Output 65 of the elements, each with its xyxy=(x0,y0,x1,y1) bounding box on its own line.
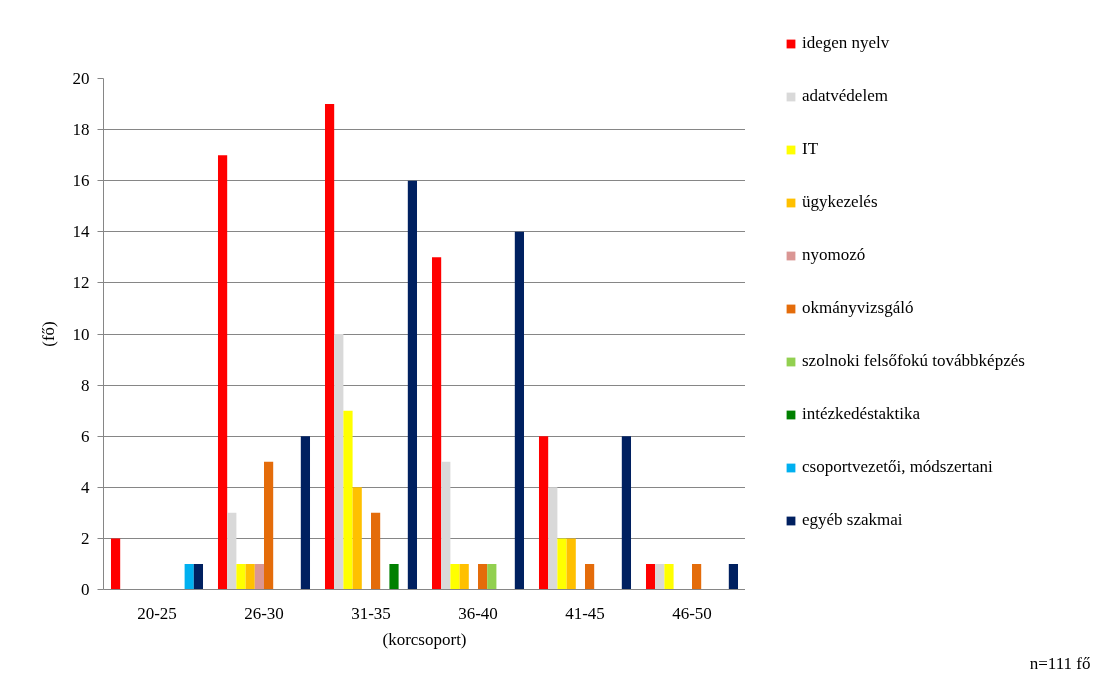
x-axis-title: (korcsoport) xyxy=(382,629,467,649)
bar xyxy=(334,334,344,590)
bar xyxy=(557,538,567,590)
bar xyxy=(621,436,632,590)
bar xyxy=(538,436,549,590)
y-tick-label: 2 xyxy=(81,528,90,548)
legend-label: idegen nyelv xyxy=(802,33,890,53)
bar xyxy=(450,563,460,590)
bar xyxy=(352,487,362,590)
bar xyxy=(184,563,194,590)
bar xyxy=(264,461,274,590)
legend-label: adatvédelem xyxy=(802,86,888,106)
bar xyxy=(728,563,739,590)
bar xyxy=(478,563,488,590)
x-tick-label: 20-25 xyxy=(137,603,177,623)
y-tick-label: 16 xyxy=(72,171,90,191)
legend-label: intézkedéstaktika xyxy=(802,404,921,424)
legend-label: nyomozó xyxy=(802,245,866,265)
bar xyxy=(664,563,674,590)
y-tick-label: 6 xyxy=(81,426,90,446)
bar xyxy=(389,563,399,590)
y-tick-label: 10 xyxy=(72,324,90,344)
bar xyxy=(655,563,665,590)
legend-label: ügykezelés xyxy=(802,192,878,212)
bar xyxy=(645,563,656,590)
bar xyxy=(217,155,228,590)
x-tick-label: 41-45 xyxy=(565,603,605,623)
bar xyxy=(407,180,418,590)
y-tick-label: 8 xyxy=(81,375,90,395)
x-tick-label: 46-50 xyxy=(672,603,712,623)
y-tick-label: 4 xyxy=(81,477,90,497)
bar xyxy=(227,512,237,590)
bar xyxy=(193,563,204,590)
legend-label: csoportvezetői, módszertani xyxy=(802,457,993,477)
bar xyxy=(566,538,576,590)
bar xyxy=(324,104,335,590)
bar xyxy=(459,563,469,590)
bar xyxy=(110,538,121,590)
bar xyxy=(431,257,442,590)
y-tick-label: 12 xyxy=(72,273,90,293)
bar xyxy=(371,512,381,590)
legend-label: IT xyxy=(802,139,820,159)
y-tick-label: 0 xyxy=(81,580,90,599)
x-tick-label: 36-40 xyxy=(458,603,498,623)
y-tick-label: 20 xyxy=(72,69,90,88)
legend-label: egyéb szakmai xyxy=(802,510,903,530)
bar xyxy=(343,410,353,590)
bar xyxy=(548,487,558,590)
bar xyxy=(585,563,595,590)
bar xyxy=(254,563,264,590)
bar xyxy=(692,563,702,590)
x-tick-label: 26-30 xyxy=(244,603,284,623)
bar xyxy=(487,563,497,590)
legend-label: okmányvizsgáló xyxy=(802,298,914,318)
bar xyxy=(441,461,451,590)
bar xyxy=(236,563,246,590)
bar xyxy=(245,563,255,590)
bar xyxy=(300,436,311,590)
legend-label: szolnoki felsőfokú továbbképzés xyxy=(802,351,1025,371)
y-tick-label: 14 xyxy=(72,222,90,242)
x-tick-label: 31-35 xyxy=(351,603,391,623)
y-tick-label: 18 xyxy=(72,120,90,140)
bar xyxy=(514,231,525,590)
text: n=111 fő xyxy=(1029,653,1091,673)
y-axis-title: (fő) xyxy=(38,321,58,347)
